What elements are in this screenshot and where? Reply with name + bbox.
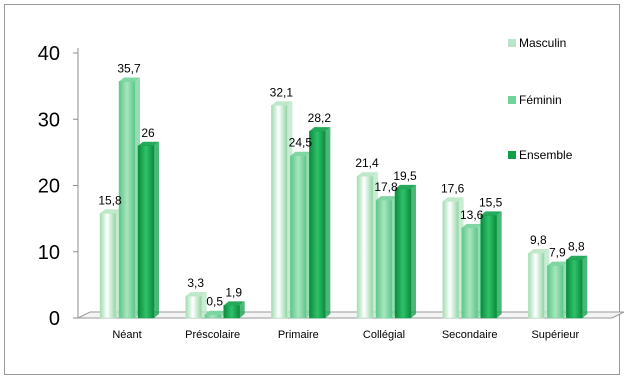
data-label: 17,6 xyxy=(441,181,465,195)
legend-label: Féminin xyxy=(519,93,562,107)
bar xyxy=(137,145,155,319)
bar-top xyxy=(376,196,397,201)
data-label: 32,1 xyxy=(270,85,294,99)
data-label: 13,6 xyxy=(460,208,484,222)
data-label: 26 xyxy=(141,126,155,140)
bar xyxy=(528,252,545,319)
bar-top xyxy=(185,292,207,297)
data-label: 28,2 xyxy=(308,111,332,125)
bar xyxy=(566,259,583,319)
x-tick-label: Collégial xyxy=(363,329,405,341)
bar-top xyxy=(357,172,378,177)
bar-side xyxy=(239,301,245,318)
bar-top xyxy=(528,249,550,254)
bar-side xyxy=(582,255,588,318)
data-label: 3,3 xyxy=(187,276,204,290)
bar-top xyxy=(309,127,331,132)
data-label: 19,5 xyxy=(393,169,417,183)
y-tick-label: 40 xyxy=(38,43,60,65)
y-tick-label: 30 xyxy=(38,109,60,131)
y-tick-label: 20 xyxy=(38,176,60,198)
bar xyxy=(375,199,393,319)
bar-side xyxy=(154,141,159,318)
bar xyxy=(547,265,564,319)
y-tick-label: 10 xyxy=(38,242,60,264)
x-tick-label: Préscolaire xyxy=(185,329,240,341)
bar-top xyxy=(461,223,483,228)
bar xyxy=(118,81,136,319)
bar-side xyxy=(201,292,207,318)
data-label: 8,8 xyxy=(568,240,585,254)
x-tick-label: Néant xyxy=(112,329,141,341)
bar-top xyxy=(480,211,502,216)
bar-top xyxy=(547,261,569,266)
x-tick-label: Primaire xyxy=(278,329,319,341)
bar xyxy=(394,188,412,319)
data-label: 17,8 xyxy=(374,180,398,194)
data-label: 15,8 xyxy=(98,193,122,207)
data-label: 15,5 xyxy=(479,195,503,209)
x-tick-label: Secondaire xyxy=(442,329,498,341)
bar-top xyxy=(290,151,312,156)
bar xyxy=(461,227,478,319)
bar xyxy=(356,175,374,319)
bar-top xyxy=(442,197,464,202)
bar xyxy=(290,155,307,319)
bar-top xyxy=(119,77,140,82)
bar-top xyxy=(395,184,416,189)
bar xyxy=(223,305,240,319)
bar xyxy=(442,201,459,319)
legend-label: Ensemble xyxy=(519,148,573,162)
data-label: 1,9 xyxy=(225,285,242,299)
data-label: 35,7 xyxy=(117,61,141,75)
bar xyxy=(480,215,497,319)
bar xyxy=(185,295,202,319)
legend-swatch xyxy=(508,151,516,159)
bar xyxy=(271,105,288,319)
legend-swatch xyxy=(508,39,516,47)
bar xyxy=(204,314,221,319)
data-label: 7,9 xyxy=(549,246,566,260)
bar-top xyxy=(100,209,121,214)
bar-top xyxy=(566,255,588,260)
bar-top xyxy=(204,310,226,315)
bar xyxy=(309,130,326,319)
bar-top xyxy=(138,141,159,146)
bar-side xyxy=(411,184,416,318)
bar xyxy=(99,213,117,319)
bar-side xyxy=(496,211,502,318)
bar-side xyxy=(325,127,331,318)
bar-top xyxy=(223,301,245,306)
legend-label: Masculin xyxy=(519,36,566,50)
data-label: 9,8 xyxy=(530,233,547,247)
data-label: 24,5 xyxy=(289,136,313,150)
y-tick-label: 0 xyxy=(49,308,60,330)
legend-swatch xyxy=(508,96,516,104)
x-tick-label: Supérieur xyxy=(531,329,579,341)
data-label: 0,5 xyxy=(206,295,223,309)
bar-top xyxy=(271,101,293,106)
data-label: 21,4 xyxy=(355,156,379,170)
